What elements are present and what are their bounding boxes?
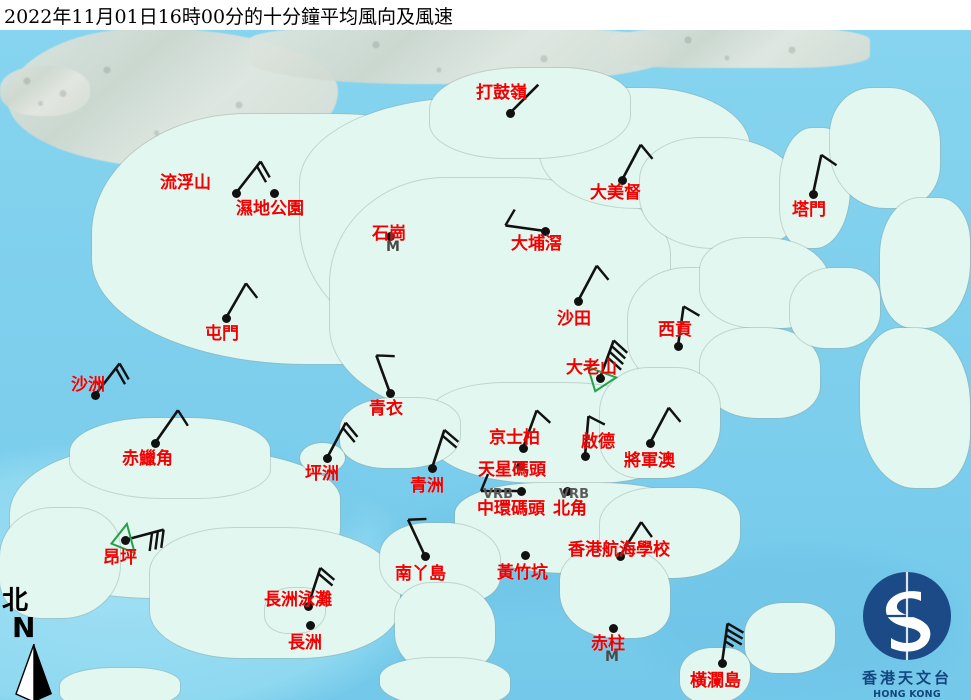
- station-label: 北角: [553, 499, 587, 519]
- station-label: 濕地公園: [236, 199, 304, 219]
- station-label: 青洲: [410, 476, 444, 496]
- station-dot: [150, 438, 160, 448]
- land-east-coast: [880, 198, 970, 328]
- land-tsing-yi-island: [340, 398, 460, 468]
- station-dot: [90, 390, 100, 400]
- station-label: 黃竹坑: [497, 563, 548, 583]
- station-label: 沙田: [557, 309, 591, 329]
- station-dot: [562, 486, 572, 496]
- land-chek-lap-kok-airport: [70, 418, 270, 498]
- compass-label-chinese: 北: [2, 586, 29, 616]
- station-label: 天星碼頭: [478, 460, 546, 480]
- station-dot: [615, 551, 625, 561]
- variable-wind-flag: VRB: [559, 487, 589, 502]
- land-sai-kung-islands: [790, 268, 880, 348]
- missing-data-flag: M: [605, 649, 619, 665]
- station-label: 啟德: [581, 432, 615, 452]
- station-label: 流浮山: [160, 173, 211, 193]
- station-dot: [420, 551, 430, 561]
- hko-logo-icon: [863, 572, 951, 660]
- land-plover-cove: [640, 138, 800, 248]
- variable-wind-flag: VRB: [483, 487, 513, 502]
- compass-rose: 北 N: [2, 588, 66, 700]
- title-bar: 2022年11月01日16時00分的十分鐘平均風向及風速: [0, 0, 971, 30]
- station-dot: [221, 313, 231, 323]
- land-clear-water-bay: [700, 328, 820, 418]
- land-northeast-islands: [830, 88, 940, 208]
- hko-logo: 香港天文台 HONG KONG OBSERVATORY: [846, 566, 968, 700]
- land-east-peninsula: [860, 328, 970, 488]
- logo-name-english: HONG KONG OBSERVATORY: [873, 689, 941, 700]
- station-label: 長洲泳灘: [264, 590, 332, 610]
- logo-name-chinese: 香港天文台: [861, 669, 952, 687]
- station-label: 昂坪: [103, 548, 137, 568]
- land-lantau-west: [0, 508, 120, 618]
- station-dot: [520, 550, 530, 560]
- station-label: 橫瀾島: [690, 671, 741, 691]
- station-dot: [808, 189, 818, 199]
- station-dot: [515, 461, 525, 471]
- land-southwest-islet: [60, 668, 180, 700]
- station-dot: [385, 231, 395, 241]
- land-southeast-islet: [680, 648, 750, 700]
- urban-area-northwest: [0, 66, 90, 116]
- station-dot: [573, 296, 583, 306]
- station-dot: [303, 601, 313, 611]
- station-label: 中環碼頭: [477, 499, 545, 519]
- land-new-territories-south: [330, 178, 670, 418]
- station-dot: [717, 658, 727, 668]
- station-label: 西貢: [658, 320, 692, 340]
- page-title: 2022年11月01日16時00分的十分鐘平均風向及風速: [4, 6, 454, 28]
- station-label: 塔門: [792, 200, 826, 220]
- land-stanley-peninsula: [560, 548, 670, 638]
- station-dot: [540, 226, 550, 236]
- station-dot: [269, 188, 279, 198]
- station-dot: [518, 443, 528, 453]
- station-label: 大老山: [566, 358, 617, 378]
- station-label: 大埔滘: [511, 234, 562, 254]
- station-label: 長洲: [288, 633, 322, 653]
- station-label: 香港航海學校: [568, 540, 670, 560]
- land-ta-kwu-ling-area: [430, 68, 630, 158]
- station-dot: [673, 341, 683, 351]
- station-label: 青衣: [369, 399, 403, 419]
- station-dot: [617, 175, 627, 185]
- station-label: 赤鱲角: [122, 449, 173, 469]
- station-label: 南丫島: [395, 564, 446, 584]
- urban-area-ne-edge: [610, 28, 870, 68]
- station-label: 沙洲: [71, 375, 105, 395]
- missing-data-flag: M: [386, 239, 400, 255]
- land-south-islet: [380, 658, 510, 700]
- station-dot: [595, 373, 605, 383]
- hong-kong-map: 打鼓嶺 流浮山 濕地公園 石崗 M 大美督 塔門 大埔滘 沙田 屯門 西貢 大老山 沙洲 青衣 赤鱲角 京士柏…: [0, 28, 971, 700]
- station-dot: [322, 453, 332, 463]
- station-dot: [516, 486, 526, 496]
- station-dot: [580, 451, 590, 461]
- station-label: 屯門: [205, 324, 239, 344]
- station-label: 大美督: [590, 183, 641, 203]
- station-dot: [305, 620, 315, 630]
- compass-label-english: N: [12, 611, 36, 644]
- land-po-toi-area: [745, 603, 835, 673]
- station-label: 打鼓嶺: [476, 83, 527, 103]
- station-dot: [505, 108, 515, 118]
- station-dot: [427, 463, 437, 473]
- station-dot: [608, 623, 618, 633]
- station-label: 石崗: [372, 224, 406, 244]
- station-dot: [120, 535, 130, 545]
- station-label: 京士柏: [489, 428, 540, 448]
- station-dot: [385, 388, 395, 398]
- station-dot: [231, 188, 241, 198]
- land-cheung-chau-island: [265, 588, 325, 633]
- north-arrow-icon: [15, 644, 52, 700]
- station-label: 赤柱: [591, 634, 625, 654]
- station-label: 將軍澳: [624, 451, 675, 471]
- station-label: 坪洲: [305, 464, 339, 484]
- station-dot: [645, 438, 655, 448]
